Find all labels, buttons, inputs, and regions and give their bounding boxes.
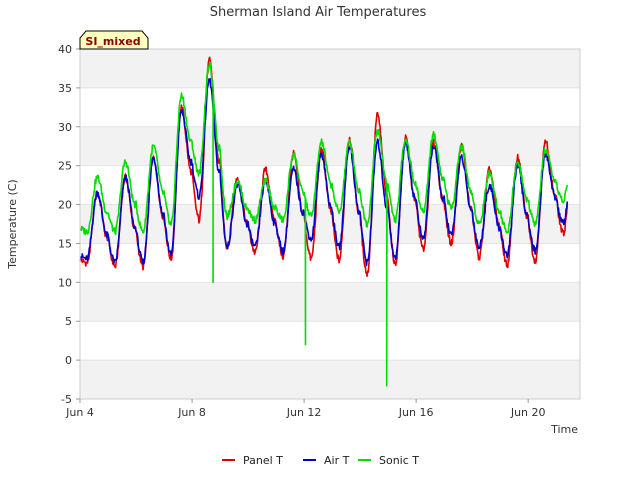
legend-label-sonic-t: Sonic T bbox=[379, 454, 419, 467]
plot-frame bbox=[79, 48, 581, 400]
y-tick-label: 20 bbox=[58, 199, 72, 212]
chart-title: Sherman Island Air Temperatures bbox=[210, 5, 427, 20]
band bbox=[80, 87, 580, 127]
x-tick-label: Jun 16 bbox=[398, 406, 434, 419]
x-tick-label: Jun 4 bbox=[65, 406, 94, 419]
y-tick-label: 15 bbox=[58, 237, 72, 250]
y-tick-label: 40 bbox=[58, 43, 72, 56]
band bbox=[80, 282, 580, 322]
band bbox=[80, 49, 580, 88]
y-axis-ticks: -5 0 5 10 15 20 25 30 35 40 bbox=[58, 43, 80, 406]
band bbox=[80, 360, 580, 399]
site-badge: SI_mixed bbox=[79, 30, 149, 50]
band bbox=[80, 321, 580, 361]
band bbox=[80, 126, 580, 166]
y-tick-label: 5 bbox=[65, 315, 72, 328]
series-layer bbox=[79, 56, 569, 387]
legend-label-panel-t: Panel T bbox=[243, 454, 283, 467]
legend: Panel T Air T Sonic T bbox=[222, 454, 419, 467]
x-tick-label: Jun 8 bbox=[177, 406, 206, 419]
y-axis-label: Temperature (C) bbox=[6, 179, 19, 269]
site-badge-box bbox=[79, 30, 149, 50]
y-tick-label: 0 bbox=[65, 354, 72, 367]
series-line-air-t bbox=[79, 78, 569, 267]
x-tick-label: Jun 12 bbox=[286, 406, 322, 419]
band bbox=[80, 243, 580, 283]
y-tick-label: -5 bbox=[61, 393, 72, 406]
y-tick-label: 25 bbox=[58, 160, 72, 173]
legend-label-air-t: Air T bbox=[324, 454, 350, 467]
x-axis-ticks: Jun 4 Jun 8 Jun 12 Jun 16 Jun 20 bbox=[65, 399, 546, 419]
x-axis-label: Time bbox=[550, 423, 578, 436]
site-badge-text: SI_mixed bbox=[85, 35, 140, 48]
background-bands bbox=[80, 49, 580, 399]
y-tick-label: 10 bbox=[58, 276, 72, 289]
y-tick-label: 30 bbox=[58, 121, 72, 134]
x-tick-label: Jun 20 bbox=[510, 406, 546, 419]
series-line-sonic-t bbox=[79, 61, 569, 387]
y-tick-label: 35 bbox=[58, 82, 72, 95]
